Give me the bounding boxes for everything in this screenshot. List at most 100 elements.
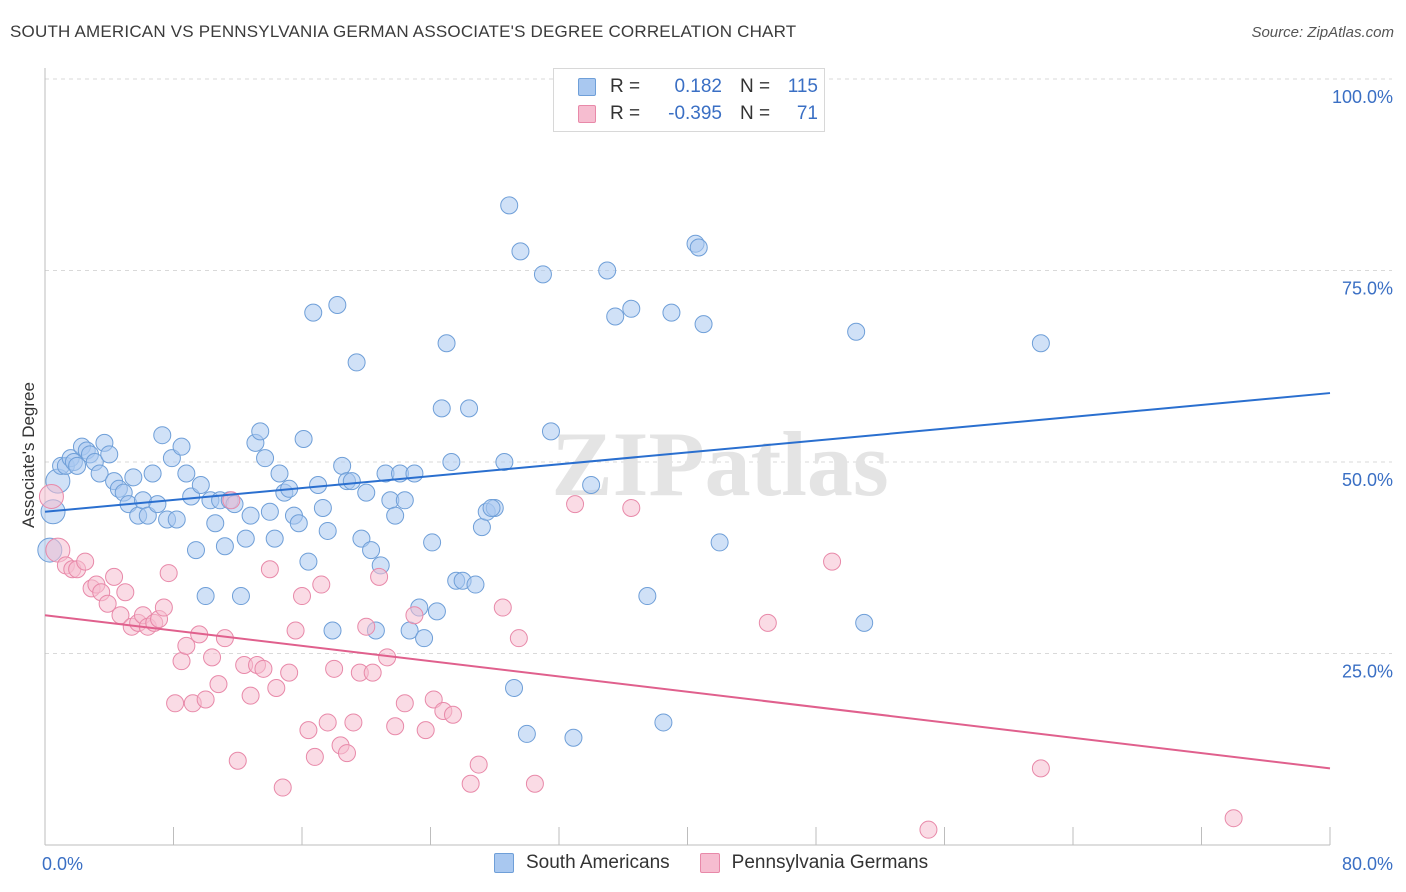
south-americans-point [423, 533, 442, 552]
south-americans-point [191, 475, 210, 494]
pennsylvania-germans-point [357, 617, 376, 636]
south-americans-point [472, 518, 491, 537]
legend-swatch-pink [578, 105, 596, 123]
pennsylvania-germans-point [241, 686, 260, 705]
trend-line-south-americans [44, 392, 1331, 513]
pennsylvania-germans-point [209, 675, 228, 694]
south-americans-point [323, 621, 342, 640]
south-americans-point [598, 261, 617, 280]
south-americans-point [847, 322, 866, 341]
pennsylvania-germans-point [228, 751, 247, 770]
south-americans-point [386, 506, 405, 525]
south-americans-point [309, 475, 328, 494]
pennsylvania-germans-point [166, 694, 185, 713]
y-tick-label: 100.0% [1332, 87, 1393, 107]
south-americans-point [689, 238, 708, 257]
pennsylvania-germans-point [469, 755, 488, 774]
south-americans-point [260, 502, 279, 521]
south-americans-point [855, 613, 874, 632]
south-americans-point [482, 498, 501, 517]
south-americans-point [352, 529, 371, 548]
pennsylvania-germans-point [395, 694, 414, 713]
x-tick-label: 80.0% [1342, 854, 1393, 874]
y-tick-label: 50.0% [1342, 470, 1393, 490]
south-americans-point [328, 295, 347, 314]
pennsylvania-germans-point [273, 778, 292, 797]
legend-row-pennsylvania-germans: R = -0.395 N = 71 [578, 102, 818, 126]
south-americans-point [606, 307, 625, 326]
south-americans-point [148, 495, 167, 514]
trend-lines [44, 392, 1331, 770]
pennsylvania-germans-point [286, 621, 305, 640]
pennsylvania-germans-point [1031, 759, 1050, 778]
pennsylvania-germans-point [1224, 809, 1243, 828]
south-americans-point [177, 464, 196, 483]
pennsylvania-germans-point [823, 552, 842, 571]
south-americans-point [654, 713, 673, 732]
r-label: R = [610, 103, 641, 124]
south-americans-point [167, 510, 186, 529]
points [37, 196, 1243, 839]
correlation-legend: R = 0.182 N = 115 R = -0.395 N = 71 [553, 68, 825, 132]
south-americans-point [694, 315, 713, 334]
pennsylvania-germans-point [267, 678, 286, 697]
south-americans-point [342, 472, 361, 491]
pennsylvania-germans-point [370, 567, 389, 586]
series-legend: South Americans Pennsylvania Germans [494, 852, 958, 874]
south-americans-point [182, 487, 201, 506]
south-americans-point [236, 529, 255, 548]
pennsylvania-germans-point [76, 552, 95, 571]
pennsylvania-germans-point [525, 774, 544, 793]
grid [45, 78, 1392, 654]
pennsylvania-germans-point [154, 598, 173, 617]
pennsylvania-germans-point [254, 659, 273, 678]
pennsylvania-germans-point [222, 491, 241, 510]
south-americans-point [90, 464, 109, 483]
pennsylvania-germans-point [424, 690, 443, 709]
pennsylvania-germans-point [337, 744, 356, 763]
r-value: -0.395 [668, 103, 722, 124]
south-americans-point [1031, 334, 1050, 353]
legend-item-pennsylvania-germans[interactable]: Pennsylvania Germans [699, 852, 929, 874]
legend-row-south-americans: R = 0.182 N = 115 [578, 75, 818, 99]
r-label: R = [610, 76, 641, 97]
legend-swatch-pink [699, 853, 720, 873]
tick-labels: 100.0% 75.0% 50.0% 25.0% 0.0% 80.0% [42, 87, 1393, 874]
south-americans-point [622, 299, 641, 318]
pennsylvania-germans-point [363, 663, 382, 682]
legend-swatch-blue [494, 853, 514, 873]
pennsylvania-germans-point [325, 659, 344, 678]
south-americans-point [564, 728, 583, 747]
south-americans-point [460, 399, 479, 418]
pennsylvania-germans-point [177, 636, 196, 655]
south-americans-point [517, 724, 536, 743]
south-americans-point [362, 541, 381, 560]
r-value: 0.182 [674, 76, 722, 97]
watermark: ZIPatlas [551, 413, 888, 515]
south-americans-point [415, 629, 434, 648]
south-americans-point [505, 678, 524, 697]
pennsylvania-germans-point [203, 648, 222, 667]
south-americans-point [582, 475, 601, 494]
y-tick-label: 25.0% [1342, 662, 1393, 682]
legend-item-south-americans[interactable]: South Americans [494, 852, 670, 874]
south-americans-point [206, 514, 225, 533]
pennsylvania-germans-point [566, 495, 585, 514]
south-americans-point [100, 445, 119, 464]
south-americans-point [437, 334, 456, 353]
pennsylvania-germans-point [38, 483, 64, 509]
south-americans-point [299, 552, 318, 571]
legend-label: Pennsylvania Germans [731, 852, 929, 873]
pennsylvania-germans-point [344, 713, 363, 732]
trend-line-pennsylvania-germans [44, 614, 1331, 770]
south-americans-point [215, 537, 234, 556]
n-label: N = [740, 103, 771, 124]
pennsylvania-germans-point [312, 575, 331, 594]
pennsylvania-germans-point [299, 721, 318, 740]
n-value: 115 [787, 76, 818, 97]
south-americans-point [186, 541, 205, 560]
pennsylvania-germans-point [260, 560, 279, 579]
south-americans-point [395, 491, 414, 510]
south-americans-point [256, 449, 275, 468]
